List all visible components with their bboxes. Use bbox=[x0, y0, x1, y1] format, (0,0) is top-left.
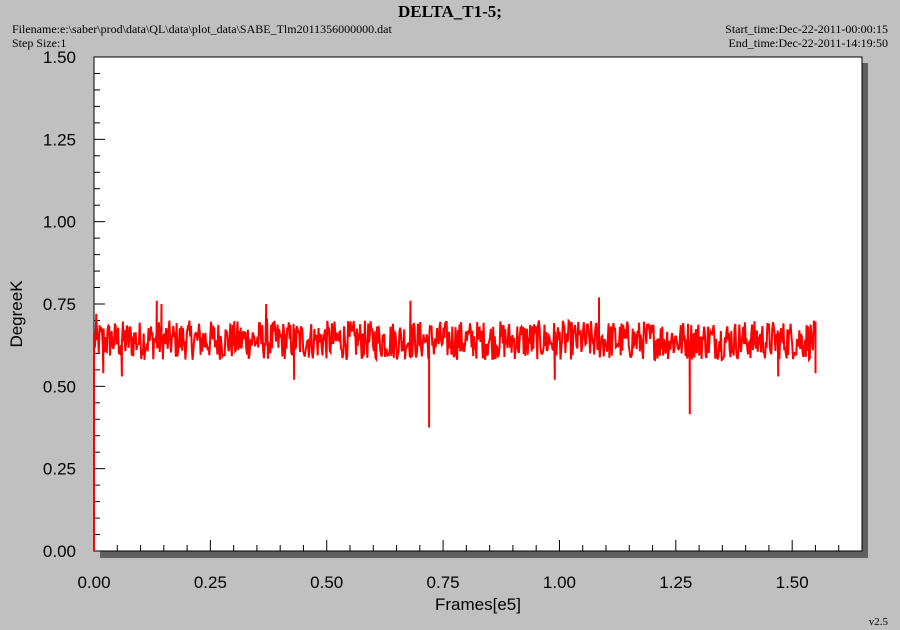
y-tick-label: 0.75 bbox=[43, 295, 76, 314]
end-time-label: End_time:Dec-22-2011-14:19:50 bbox=[728, 36, 888, 50]
x-tick-label: 0.25 bbox=[194, 573, 227, 592]
y-tick-label: 1.25 bbox=[43, 130, 76, 149]
axis-tick-labels: 0.00 0.25 0.50 0.75 1.00 1.25 1.50 0.00 0.25 0.50… bbox=[43, 48, 809, 592]
version-label: v2.5 bbox=[868, 616, 888, 628]
y-tick-label: 1.00 bbox=[43, 213, 76, 232]
x-tick-label: 1.00 bbox=[543, 573, 576, 592]
y-tick-label: 0.00 bbox=[43, 542, 76, 561]
plot-area bbox=[93, 56, 863, 552]
y-axis-label: DegreeK bbox=[7, 280, 26, 348]
filename-label: Filename:e:\saber\prod\data\QL\data\plot… bbox=[12, 22, 392, 36]
y-tick-label: 0.50 bbox=[43, 377, 76, 396]
x-tick-label: 0.00 bbox=[77, 573, 110, 592]
y-tick-label: 1.50 bbox=[43, 48, 76, 67]
x-tick-label: 0.50 bbox=[310, 573, 343, 592]
chart-title: DELTA_T1-5; bbox=[398, 2, 502, 21]
x-axis-label: Frames[e5] bbox=[435, 595, 521, 614]
step-size-label: Step Size:1 bbox=[12, 36, 67, 50]
y-tick-label: 0.25 bbox=[43, 460, 76, 479]
start-time-label: Start_time:Dec-22-2011-00:00:15 bbox=[725, 22, 888, 36]
x-tick-label: 0.75 bbox=[427, 573, 460, 592]
x-tick-label: 1.50 bbox=[776, 573, 809, 592]
series-line bbox=[93, 297, 817, 551]
x-tick-label: 1.25 bbox=[659, 573, 692, 592]
